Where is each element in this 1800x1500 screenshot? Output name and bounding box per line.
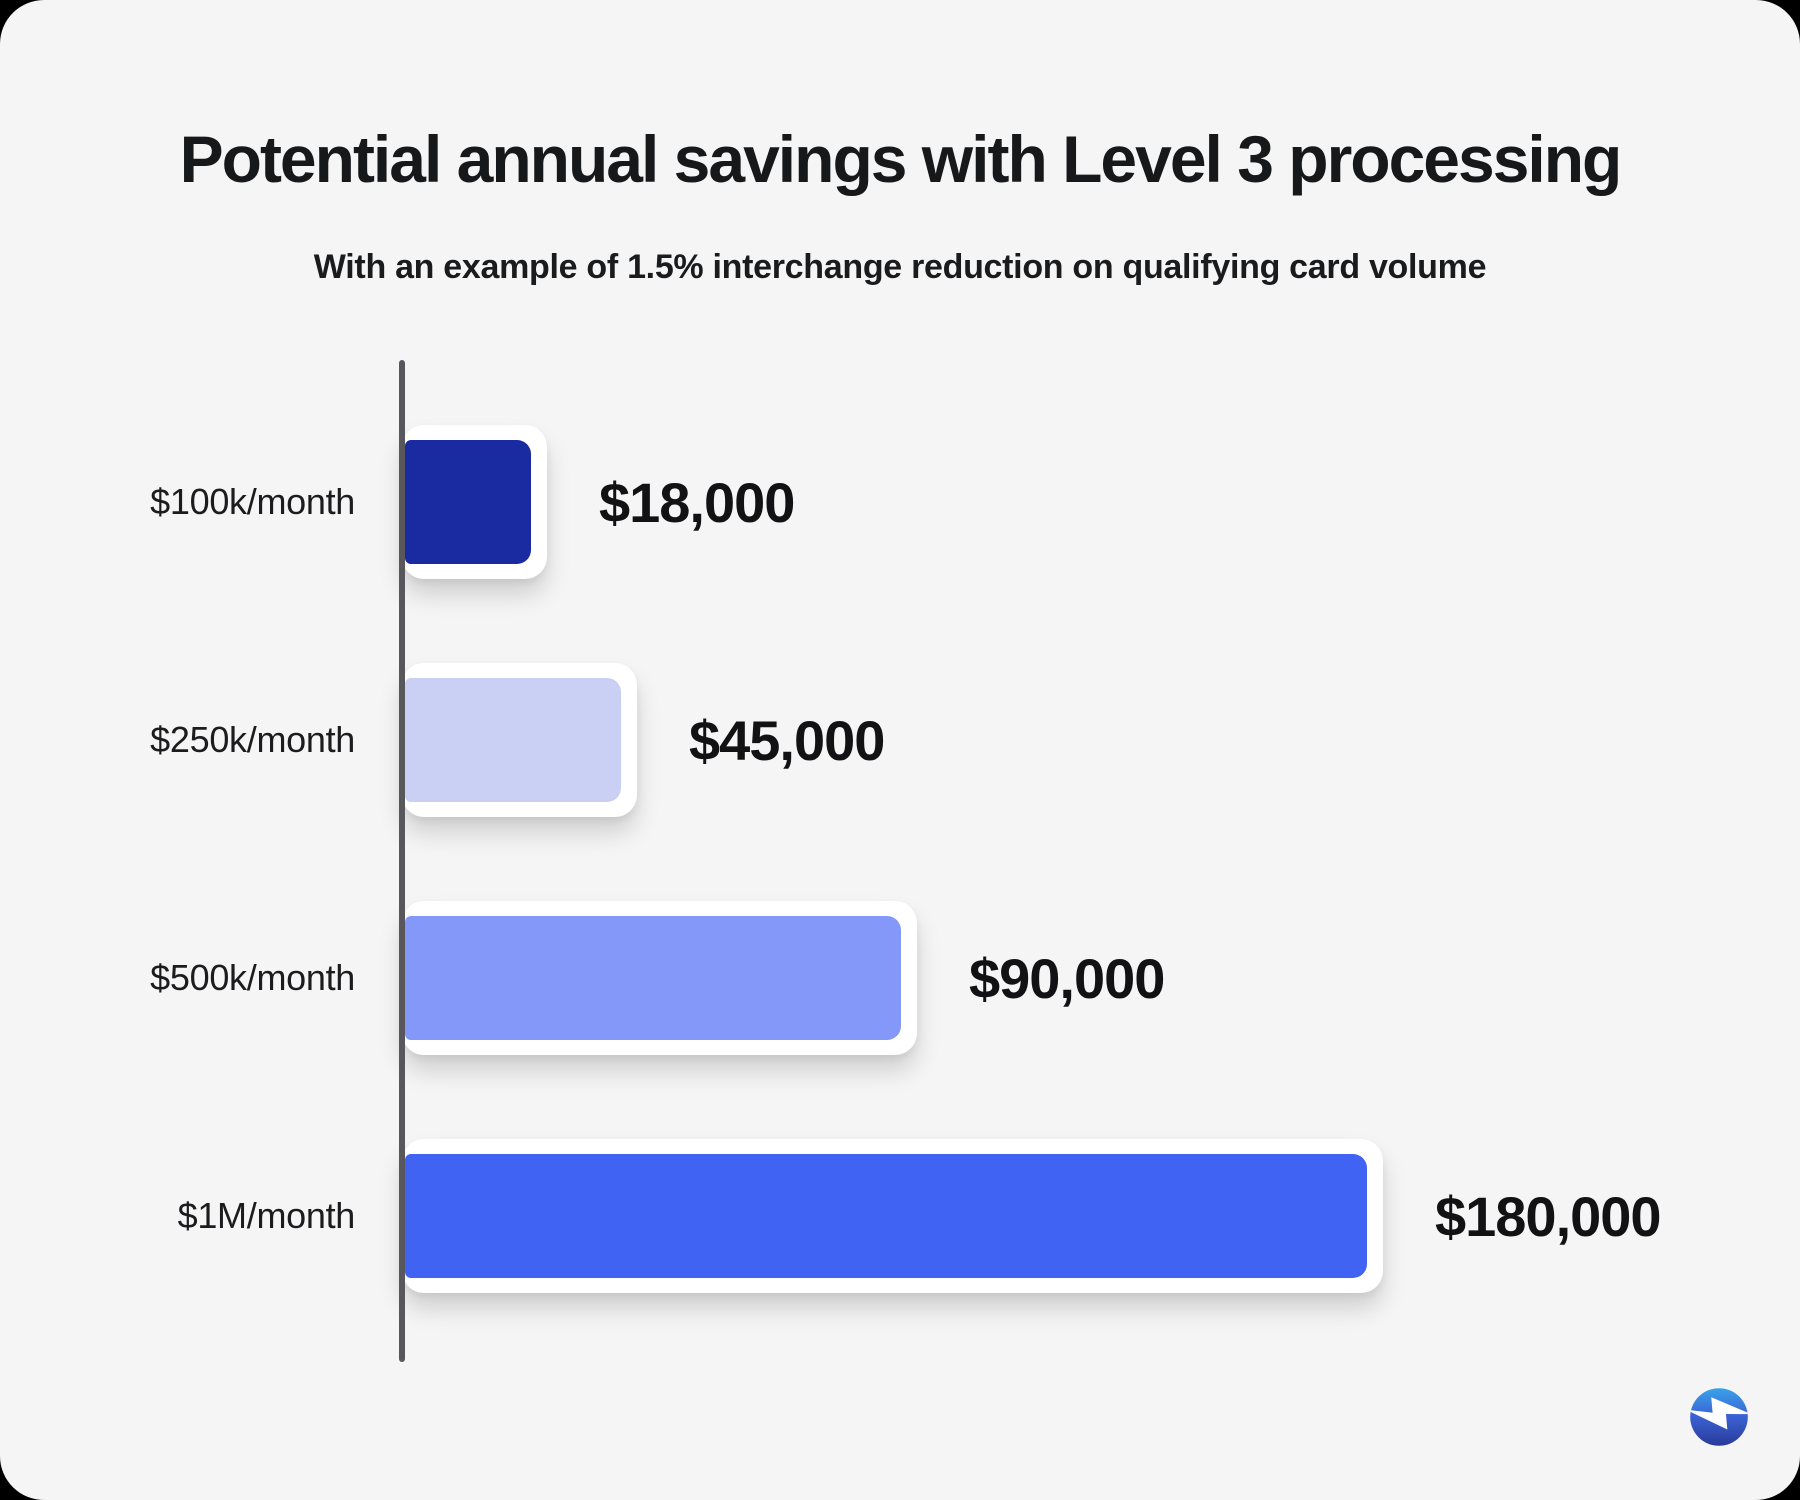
value-label: $180,000 bbox=[1435, 1184, 1662, 1248]
bar-row: $500k/month $90,000 bbox=[0, 901, 1800, 1055]
value-label: $45,000 bbox=[689, 708, 885, 772]
bar bbox=[405, 440, 531, 564]
category-label: $250k/month bbox=[150, 719, 355, 760]
category-label: $1M/month bbox=[177, 1195, 356, 1236]
bar bbox=[405, 1154, 1367, 1278]
lightning-bolt-logo-icon bbox=[1690, 1388, 1748, 1446]
y-axis-line bbox=[399, 360, 405, 1362]
category-label: $500k/month bbox=[150, 957, 355, 998]
chart-subtitle: With an example of 1.5% interchange redu… bbox=[313, 248, 1487, 286]
chart-title: Potential annual savings with Level 3 pr… bbox=[179, 122, 1623, 196]
bar-frame bbox=[402, 663, 637, 817]
bar-frame bbox=[402, 901, 917, 1055]
chart-rows: $100k/month $18,000 $250k/month $45,000 … bbox=[0, 425, 1800, 1377]
bar-row: $100k/month $18,000 bbox=[0, 425, 1800, 579]
bar-frame bbox=[402, 425, 547, 579]
category-label: $100k/month bbox=[150, 481, 355, 522]
bar-row: $250k/month $45,000 bbox=[0, 663, 1800, 817]
bar-row: $1M/month $180,000 bbox=[0, 1139, 1800, 1293]
bar-frame bbox=[402, 1139, 1383, 1293]
value-label: $18,000 bbox=[599, 470, 795, 534]
value-label: $90,000 bbox=[969, 946, 1165, 1010]
bar bbox=[405, 678, 621, 802]
bar bbox=[405, 916, 901, 1040]
